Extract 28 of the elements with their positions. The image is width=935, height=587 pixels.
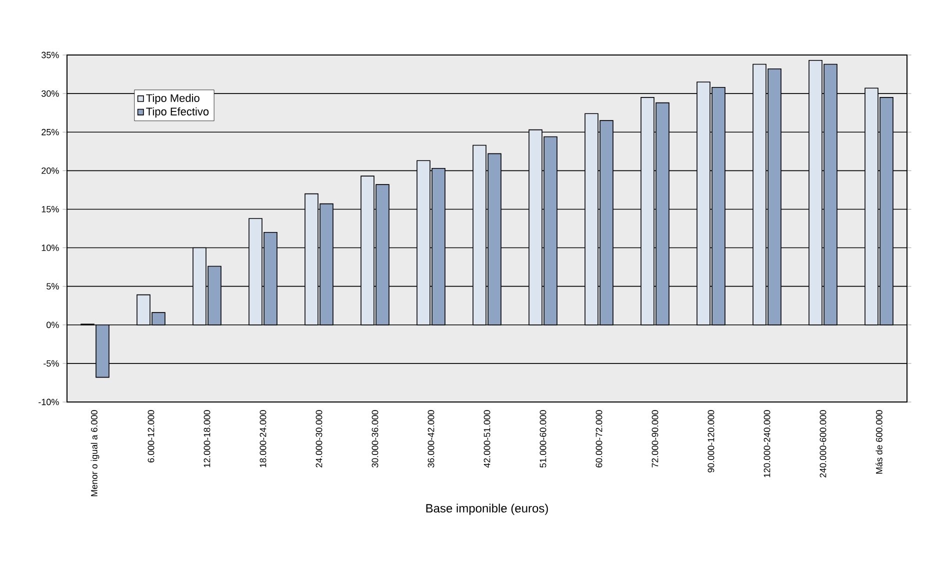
y-tick-label: 25%	[42, 128, 59, 136]
x-tick-label: 90.000-120.000	[708, 410, 714, 472]
x-tick-label: 18.000-24.000	[260, 410, 266, 468]
x-tick-label: 36.000-42.000	[428, 410, 434, 468]
x-tick-label: Menor o igual a 6.000	[90, 410, 100, 496]
legend-label: Tipo Medio	[146, 94, 200, 104]
y-tick-label: 30%	[42, 90, 59, 97]
x-tick-label: 120.000-240.000	[764, 410, 770, 478]
x-tick-label: 6.000-12.000	[148, 410, 154, 462]
y-tick-label: 5%	[46, 283, 59, 290]
x-axis-title: Base imponible (euros)	[426, 504, 548, 515]
x-tick-label: 24.000-30.000	[316, 410, 322, 468]
y-tick-label: 15%	[42, 206, 59, 212]
x-tick-label: 60.000-72.000	[596, 410, 602, 468]
x-tick-label: Más de 600.000	[876, 410, 882, 474]
x-tick-label: 51.000-60.000	[540, 410, 546, 468]
x-tick-label: 72.000-90.000	[652, 410, 658, 468]
y-tick-label: 20%	[42, 167, 59, 174]
y-tick-label: 35%	[42, 52, 59, 58]
x-tick-label: 30.000-36.000	[372, 410, 378, 468]
y-tick-label: 10%	[42, 244, 59, 251]
y-tick-label: -5%	[44, 360, 59, 367]
y-tick-label: -10%	[38, 398, 59, 406]
x-tick-label: 42.000-51.000	[484, 410, 490, 468]
x-tick-label: 240.000-600.000	[820, 410, 826, 478]
legend-label: Tipo Efectivo	[146, 107, 209, 118]
x-tick-label: 12.000-18.000	[204, 410, 210, 468]
y-tick-label: 0%	[46, 322, 59, 328]
